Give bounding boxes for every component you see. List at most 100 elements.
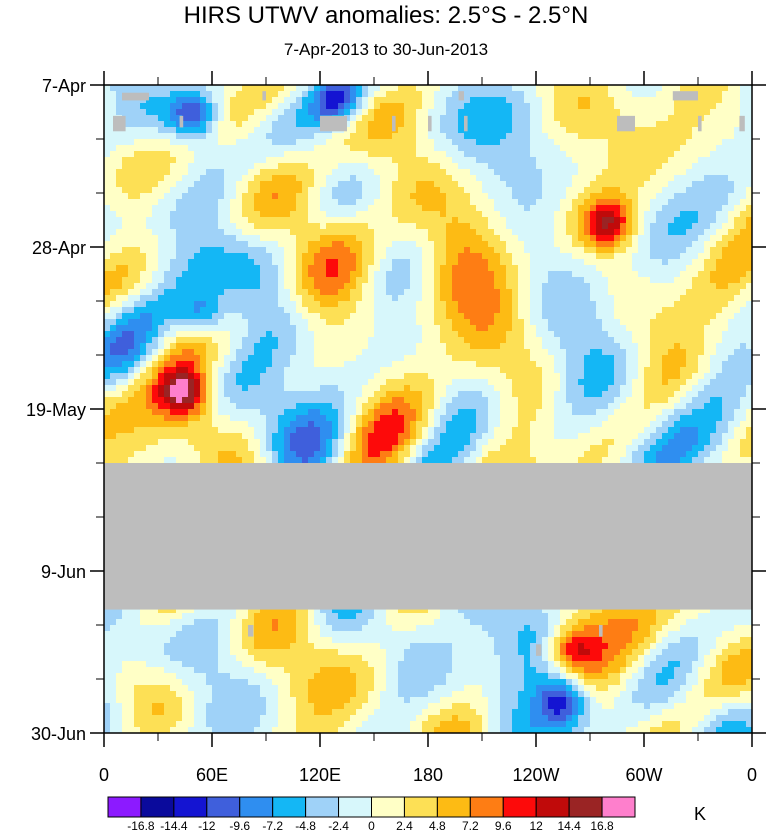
heat-cell (158, 247, 165, 254)
heat-cell (290, 145, 297, 152)
heat-cell (206, 457, 213, 464)
heat-cell (260, 307, 267, 314)
heat-cell (302, 427, 309, 434)
heat-cell (296, 307, 303, 314)
heat-cell (350, 259, 357, 266)
heat-cell (122, 253, 129, 260)
heat-cell (194, 295, 201, 302)
heat-cell (380, 139, 387, 146)
heat-cell (158, 727, 165, 733)
heat-cell (188, 703, 195, 710)
heat-cell (206, 619, 213, 626)
heat-cell (320, 271, 327, 278)
heat-cell (380, 97, 387, 104)
heat-cell (266, 181, 273, 188)
heat-cell (374, 661, 381, 668)
heat-cell (374, 691, 381, 698)
heat-cell (194, 439, 201, 446)
heat-cell (116, 427, 123, 434)
heat-cell (176, 415, 183, 422)
heat-cell (332, 451, 339, 458)
heat-cell (206, 163, 213, 170)
heat-cell (242, 397, 249, 404)
heat-cell (110, 385, 117, 392)
heat-cell (194, 661, 201, 668)
heat-cell (356, 697, 363, 704)
heat-cell (272, 199, 279, 206)
heat-cell (236, 379, 243, 386)
heat-cell (260, 223, 267, 230)
heat-cell (110, 661, 117, 668)
heat-cell (218, 697, 225, 704)
heat-cell (350, 115, 357, 122)
heat-cell (122, 181, 129, 188)
heat-cell (314, 259, 321, 266)
heat-cell (140, 655, 147, 662)
heat-cell (170, 373, 177, 380)
heat-cell (194, 403, 201, 410)
heat-cell (308, 109, 315, 116)
heat-cell (254, 457, 261, 464)
heat-cell (290, 349, 297, 356)
heat-cell (140, 409, 147, 416)
heat-cell (272, 673, 279, 680)
heat-cell (218, 613, 225, 620)
heat-cell (272, 229, 279, 236)
heat-cell (152, 613, 159, 620)
heat-cell (338, 277, 345, 284)
heat-cell (104, 103, 111, 110)
heat-cell (284, 403, 291, 410)
heat-cell (236, 445, 243, 452)
heat-cell (368, 139, 375, 146)
heat-cell (380, 151, 387, 158)
heat-cell (146, 307, 153, 314)
heat-cell (194, 271, 201, 278)
heat-cell (266, 109, 273, 116)
heat-cell (236, 211, 243, 218)
heat-cell (332, 379, 339, 386)
heat-cell (242, 109, 249, 116)
heat-cell (278, 673, 285, 680)
heat-cell (158, 283, 165, 290)
heat-cell (326, 367, 333, 374)
heat-cell (152, 181, 159, 188)
heat-cell (350, 157, 357, 164)
heat-cell (146, 151, 153, 158)
heat-cell (260, 409, 267, 416)
heat-cell (212, 307, 219, 314)
heat-cell (188, 187, 195, 194)
heat-cell (224, 661, 231, 668)
heat-cell (284, 697, 291, 704)
heat-cell (332, 325, 339, 332)
heat-cell (284, 91, 291, 98)
heat-cell (134, 631, 141, 638)
heat-cell (230, 385, 237, 392)
heat-cell (218, 625, 225, 632)
heat-cell (146, 721, 153, 728)
heat-cell (368, 319, 375, 326)
heat-cell (152, 643, 159, 650)
heat-cell (326, 433, 333, 440)
heat-cell (128, 175, 135, 182)
heat-cell (182, 319, 189, 326)
heat-cell (200, 661, 207, 668)
heat-cell (140, 331, 147, 338)
heat-cell (152, 229, 159, 236)
heat-cell (146, 343, 153, 350)
heat-cell (278, 175, 285, 182)
heat-cell (344, 211, 351, 218)
heat-cell (338, 403, 345, 410)
heat-cell (212, 367, 219, 374)
heat-cell (236, 385, 243, 392)
heat-cell (308, 133, 315, 140)
heat-cell (296, 421, 303, 428)
heat-cell (224, 703, 231, 710)
heat-cell (176, 277, 183, 284)
heat-cell (272, 631, 279, 638)
heat-cell (200, 721, 207, 728)
heat-cell (110, 85, 117, 92)
heat-cell (362, 439, 369, 446)
heat-cell (236, 457, 243, 464)
heat-cell (188, 631, 195, 638)
heat-cell (326, 145, 333, 152)
